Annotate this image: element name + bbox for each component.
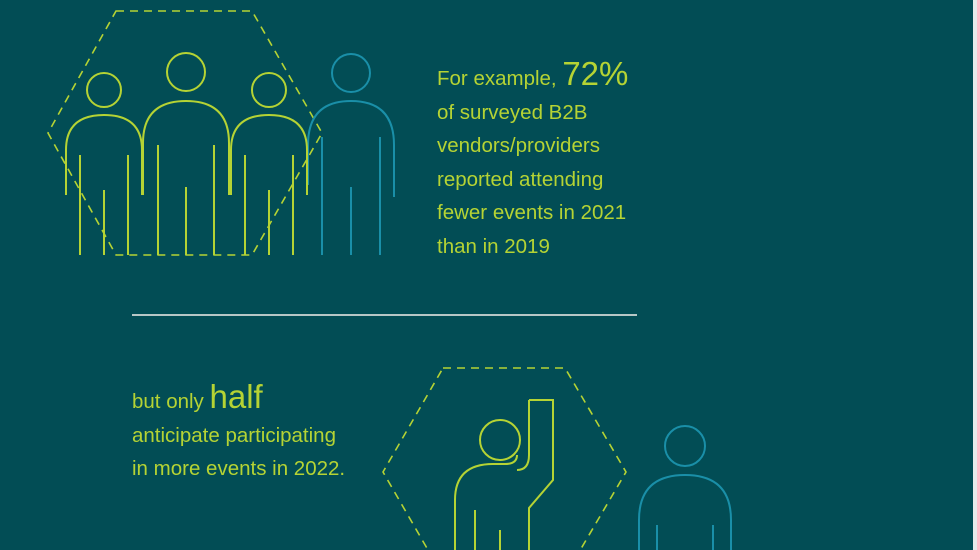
stat-prefix: but only: [132, 390, 210, 413]
page-edge: [973, 0, 977, 550]
stat-line-1: but only half: [132, 380, 345, 419]
stat-line: of surveyed B2B: [437, 100, 588, 124]
stat-line: than in 2019: [437, 234, 550, 258]
people-group-icon: [47, 10, 395, 256]
stat-line-1: For example, 72%: [437, 57, 628, 96]
stat-line: fewer events in 2021: [437, 201, 627, 224]
stat-prefix: For example,: [437, 67, 563, 90]
stat-72-percent-text: For example, 72% of surveyed B2B vendors…: [437, 57, 628, 263]
stat-highlight-half: half: [209, 378, 263, 415]
raised-hand-person-icon: [382, 367, 732, 550]
stat-highlight-72: 72%: [562, 55, 629, 92]
section-divider: [132, 314, 637, 316]
stat-line: anticipate participating: [132, 423, 336, 447]
stat-line: reported attending: [437, 167, 604, 191]
stat-line: in more events in 2022.: [132, 457, 346, 480]
stat-line: vendors/providers: [437, 134, 600, 157]
stat-half-text: but only half anticipate participating i…: [132, 380, 346, 486]
